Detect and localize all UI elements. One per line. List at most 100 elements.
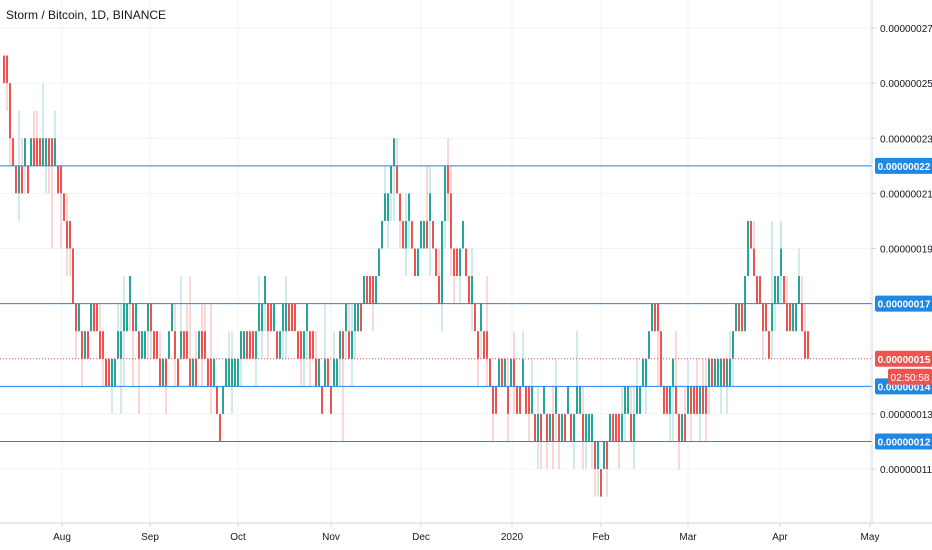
candle-body (465, 248, 467, 277)
time-tick-label: May (861, 532, 880, 543)
candle-body (795, 303, 797, 332)
candle-body (609, 413, 611, 442)
candle-body (807, 331, 809, 359)
candle-body (303, 331, 305, 359)
candle-body (741, 303, 743, 332)
candle-body (417, 248, 419, 277)
candle-body (153, 331, 155, 359)
candle-body (558, 413, 560, 442)
candle-body (663, 386, 665, 414)
candle-body (306, 303, 308, 332)
candle-body (588, 413, 590, 442)
candle-body (225, 358, 227, 387)
candle-body (363, 276, 365, 304)
candle-body (84, 331, 86, 359)
candle-body (621, 413, 623, 442)
candle-body (555, 386, 557, 414)
candle-body (510, 358, 512, 387)
candle-body (594, 441, 596, 469)
candle-body (57, 165, 59, 194)
candle-body (66, 220, 68, 249)
candle-body (468, 276, 470, 304)
candle-body (249, 331, 251, 359)
time-tick-label: Mar (679, 532, 697, 543)
time-tick-label: 2020 (501, 532, 524, 543)
candle-body (720, 358, 722, 387)
candle-body (366, 276, 368, 304)
candle-body (615, 413, 617, 442)
candle-body (213, 358, 215, 387)
candle-body (447, 165, 449, 194)
candle-body (750, 220, 752, 249)
candle-body (783, 276, 785, 304)
time-tick-label: Feb (592, 532, 610, 543)
candle-body (441, 220, 443, 304)
level-price-label: 0.00000014 (878, 382, 931, 393)
candle-body (102, 331, 104, 359)
price-tick-label: 0.00000019 (880, 245, 932, 256)
candle-body (396, 165, 398, 194)
candle-body (699, 386, 701, 414)
candle-body (504, 358, 506, 387)
candle-body (354, 303, 356, 332)
candle-body (804, 331, 806, 359)
candle-body (63, 193, 65, 221)
candle-body (627, 386, 629, 414)
candle-body (252, 331, 254, 359)
candle-body (255, 331, 257, 359)
level-price-badge (875, 157, 932, 174)
candle-body (516, 386, 518, 414)
candle-body (360, 303, 362, 332)
candle-body (789, 303, 791, 332)
candle-body (345, 303, 347, 332)
candle-body (462, 220, 464, 249)
candle-body (3, 55, 5, 84)
candle-body (618, 413, 620, 442)
candle-body (18, 165, 20, 194)
candle-body (264, 276, 266, 304)
candle-body (54, 138, 56, 166)
candle-body (45, 138, 47, 166)
candle-layer (3, 55, 809, 497)
candle-body (375, 276, 377, 304)
candle-body (300, 331, 302, 359)
time-axis[interactable]: Aug Sep Oct Nov Dec 2020 Feb Mar Apr May (53, 523, 879, 543)
candle-body (174, 331, 176, 359)
candle-body (333, 358, 335, 387)
candle-body (288, 303, 290, 332)
candle-body (51, 138, 53, 166)
candle-body (552, 413, 554, 442)
level-price-badge (875, 295, 932, 312)
candle-body (90, 303, 92, 332)
candle-body (96, 303, 98, 332)
candle-body (672, 358, 674, 387)
candle-body (630, 413, 632, 442)
current-price-badge (875, 350, 932, 367)
candle-body (522, 358, 524, 387)
candle-body (108, 358, 110, 387)
candle-body (378, 248, 380, 277)
candle-body (279, 331, 281, 359)
candle-body (612, 413, 614, 442)
candle-body (285, 303, 287, 332)
candle-body (456, 248, 458, 277)
candle-body (348, 331, 350, 359)
candle-body (258, 303, 260, 332)
candle-body (270, 303, 272, 332)
candle-body (687, 386, 689, 414)
price-axis[interactable]: 0.00000027 0.00000025 0.00000023 0.00000021… (872, 24, 932, 476)
candle-body (297, 331, 299, 359)
candle-body (585, 413, 587, 442)
candle-body (408, 193, 410, 221)
candle-body (132, 303, 134, 332)
candle-body (561, 413, 563, 442)
candle-body (765, 303, 767, 332)
candle-body (24, 138, 26, 166)
candle-body (732, 331, 734, 359)
candle-body (123, 303, 125, 332)
candle-body (549, 413, 551, 442)
candle-body (372, 276, 374, 304)
candle-body (711, 358, 713, 387)
